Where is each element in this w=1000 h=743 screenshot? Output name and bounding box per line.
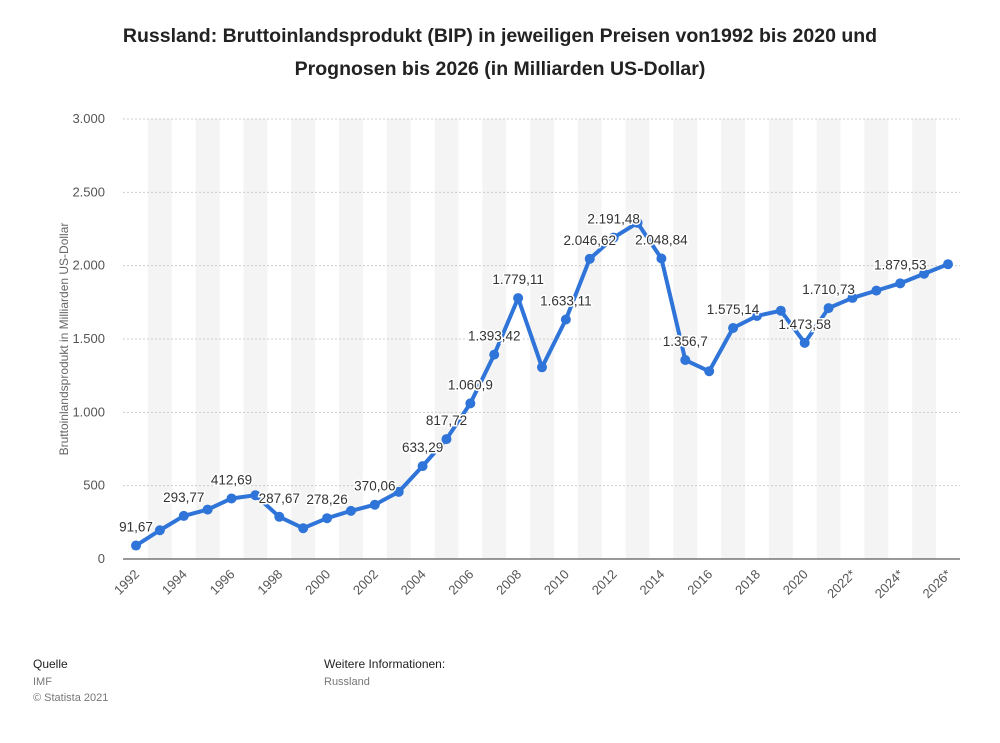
data-point <box>345 505 356 516</box>
data-point <box>369 499 380 510</box>
data-point <box>632 217 643 228</box>
x-tick-label: 2022* <box>824 567 859 602</box>
x-tick-label: 2016 <box>684 567 715 598</box>
data-point <box>895 278 906 289</box>
x-tick-label: 1996 <box>207 567 238 598</box>
data-point <box>680 355 691 366</box>
data-point <box>560 314 571 325</box>
data-label: 1.060,9 <box>448 377 493 392</box>
data-label: 1.356,7 <box>663 334 708 349</box>
data-point <box>131 540 141 551</box>
background-band <box>482 119 507 559</box>
data-label: 817,72 <box>426 413 467 428</box>
x-tick-label: 1992 <box>111 567 142 598</box>
info-heading: Weitere Informationen: <box>324 657 446 671</box>
x-tick-label: 2006 <box>445 567 476 598</box>
data-point <box>322 513 333 524</box>
data-label: 287,67 <box>259 491 300 506</box>
x-tick-label: 2010 <box>541 567 572 598</box>
background-band <box>721 119 745 559</box>
copyright: © Statista 2021 <box>33 692 109 704</box>
y-tick-label: 1.000 <box>72 404 105 419</box>
info: Russland <box>324 676 370 688</box>
data-label: 2.046,62 <box>563 233 616 248</box>
data-point <box>417 461 428 472</box>
x-tick-label: 2000 <box>302 567 333 598</box>
background-band <box>577 119 602 559</box>
data-label: 293,77 <box>163 490 204 505</box>
data-point <box>226 493 237 504</box>
data-point <box>154 525 165 536</box>
data-label: 370,06 <box>354 479 395 494</box>
data-label: 2.048,84 <box>635 233 688 248</box>
y-tick-label: 0 <box>98 551 105 566</box>
data-point <box>274 511 285 522</box>
data-point <box>202 504 213 515</box>
data-label: 1.575,14 <box>707 302 760 317</box>
background-band <box>434 119 459 559</box>
data-label: 1.710,73 <box>802 282 855 297</box>
y-tick-label: 2.000 <box>72 258 105 273</box>
data-point <box>799 337 810 348</box>
data-point <box>656 253 667 264</box>
background-band <box>673 119 698 559</box>
data-point <box>919 268 930 279</box>
x-tick-label: 2004 <box>398 567 429 598</box>
chart-title: Russland: Bruttoinlandsprodukt (BIP) in … <box>122 25 878 80</box>
y-tick-label: 2.500 <box>72 184 105 199</box>
data-label: 1.879,53 <box>874 257 927 272</box>
data-label: 278,26 <box>306 492 347 507</box>
source: IMF <box>33 676 52 688</box>
x-tick-label: 2012 <box>589 567 620 598</box>
x-tick-label: 2008 <box>493 567 524 598</box>
x-tick-label: 2014 <box>636 567 667 598</box>
y-tick-label: 500 <box>83 478 105 493</box>
data-point <box>298 523 309 534</box>
data-label: 633,29 <box>402 440 443 455</box>
data-point <box>513 293 524 304</box>
x-tick-label: 2020 <box>780 567 811 598</box>
data-point <box>608 232 619 243</box>
data-point <box>178 510 189 521</box>
source-heading: Quelle <box>33 657 68 671</box>
data-point <box>489 349 500 360</box>
data-point <box>751 310 762 321</box>
x-tick-label: 2024* <box>872 567 907 602</box>
data-point <box>441 434 452 445</box>
data-point <box>823 303 834 314</box>
x-tick-label: 2026* <box>919 567 954 602</box>
data-point <box>537 362 547 373</box>
data-label: 1.393,42 <box>468 329 521 344</box>
data-label: 91,67 <box>119 520 153 535</box>
data-label: 412,69 <box>211 472 252 487</box>
background-band <box>625 119 650 559</box>
y-axis-label: Bruttoinlandsprodukt in Milliarden US-Do… <box>57 223 71 456</box>
data-point <box>943 259 953 270</box>
x-tick-label: 2018 <box>732 567 763 598</box>
x-tick-label: 1994 <box>159 567 190 598</box>
background-band <box>339 119 363 559</box>
background-band <box>386 119 411 559</box>
data-label: 1.473,58 <box>778 317 831 332</box>
data-point <box>775 305 786 316</box>
background-band <box>530 119 554 559</box>
data-point <box>584 253 595 264</box>
data-point <box>871 285 882 296</box>
y-tick-label: 1.500 <box>72 331 105 346</box>
data-point <box>728 322 739 333</box>
x-tick-label: 2002 <box>350 567 381 598</box>
data-point <box>704 366 715 377</box>
data-point <box>393 486 404 497</box>
data-label: 1.633,11 <box>540 293 592 308</box>
data-point <box>847 292 858 303</box>
data-point <box>465 398 476 409</box>
data-point <box>250 490 261 501</box>
data-label: 2.191,48 <box>587 212 640 227</box>
x-tick-label: 1998 <box>254 567 285 598</box>
data-label: 1.779,11 <box>492 272 544 287</box>
y-tick-label: 3.000 <box>72 111 105 126</box>
